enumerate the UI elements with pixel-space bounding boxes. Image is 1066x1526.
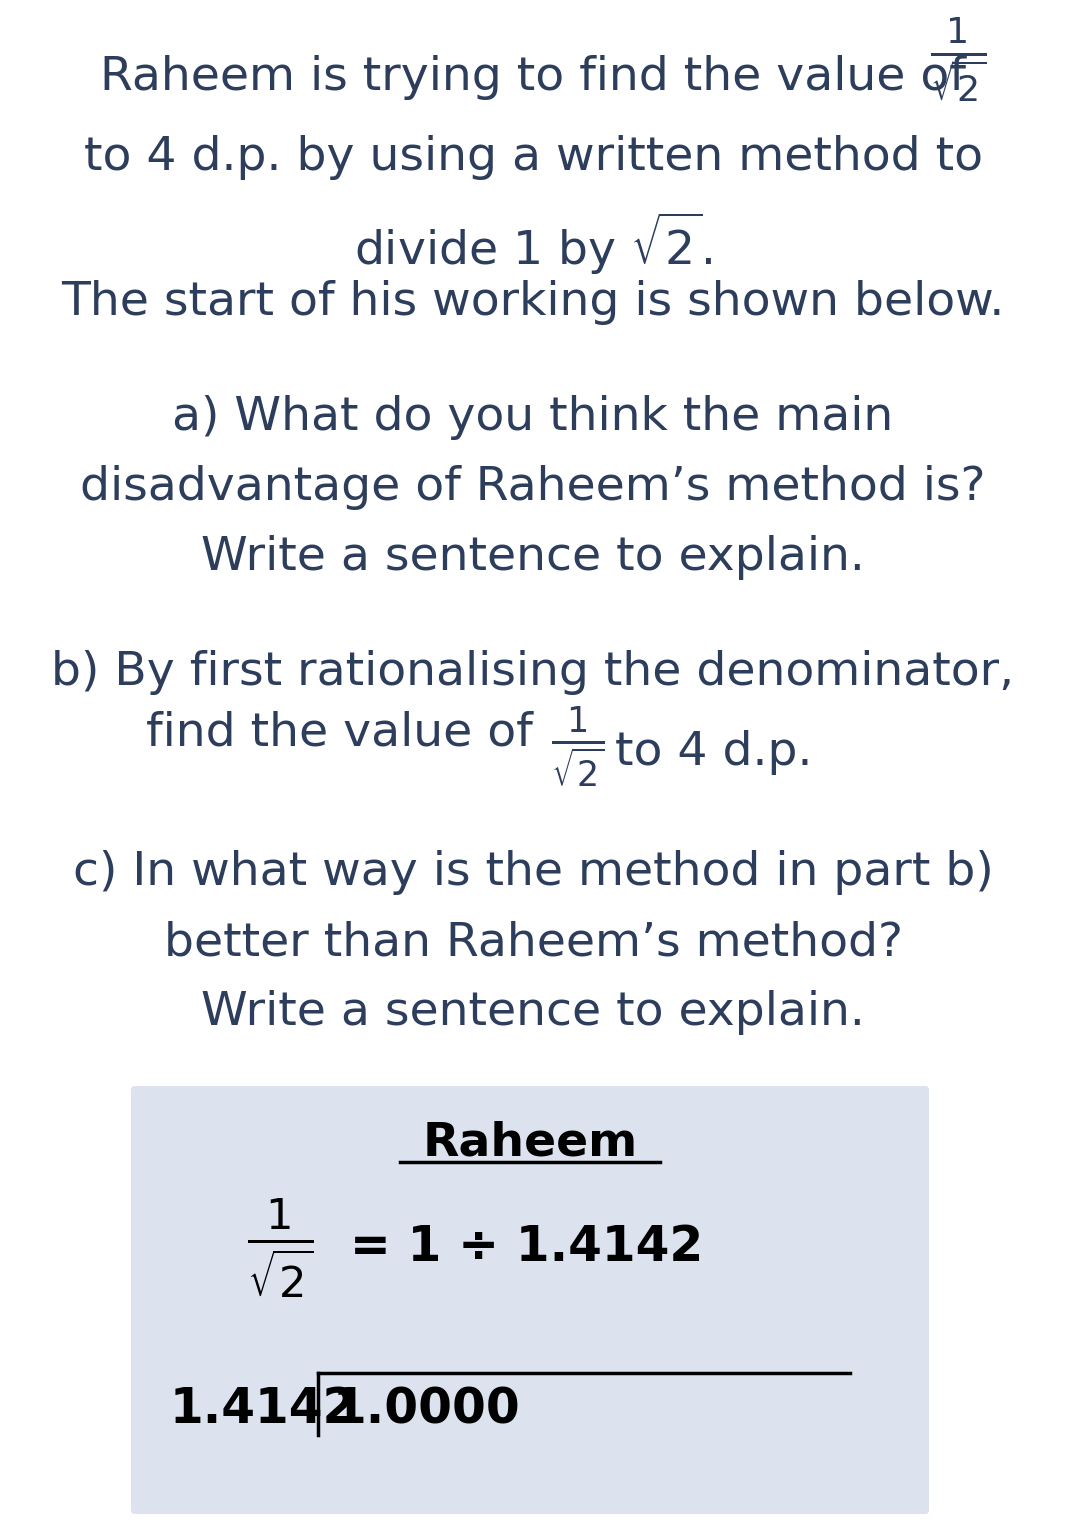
FancyBboxPatch shape xyxy=(131,1087,928,1514)
Text: divide 1 by $\sqrt{2}$.: divide 1 by $\sqrt{2}$. xyxy=(354,211,712,276)
Text: 1.4142: 1.4142 xyxy=(169,1386,357,1433)
Text: disadvantage of Raheem’s method is?: disadvantage of Raheem’s method is? xyxy=(80,465,986,510)
Text: a) What do you think the main: a) What do you think the main xyxy=(173,395,893,439)
Text: to 4 d.p. by using a written method to: to 4 d.p. by using a written method to xyxy=(83,134,983,180)
Text: 1.0000: 1.0000 xyxy=(333,1386,521,1433)
Text: to 4 d.p.: to 4 d.p. xyxy=(615,729,812,775)
Text: Raheem: Raheem xyxy=(422,1120,637,1164)
Text: = 1 ÷ 1.4142: = 1 ÷ 1.4142 xyxy=(350,1222,704,1271)
Text: Write a sentence to explain.: Write a sentence to explain. xyxy=(201,990,865,1035)
Text: The start of his working is shown below.: The start of his working is shown below. xyxy=(62,279,1004,325)
Text: find the value of: find the value of xyxy=(146,710,533,755)
Text: Raheem is trying to find the value of: Raheem is trying to find the value of xyxy=(100,55,966,101)
Text: $\frac{1}{\sqrt{2}}$: $\frac{1}{\sqrt{2}}$ xyxy=(247,1195,313,1300)
Text: $\frac{1}{\sqrt{2}}$: $\frac{1}{\sqrt{2}}$ xyxy=(551,705,604,790)
Text: c) In what way is the method in part b): c) In what way is the method in part b) xyxy=(72,850,994,896)
Text: b) By first rationalising the denominator,: b) By first rationalising the denominato… xyxy=(51,650,1015,694)
Text: better than Raheem’s method?: better than Raheem’s method? xyxy=(163,920,903,964)
Text: Write a sentence to explain.: Write a sentence to explain. xyxy=(201,536,865,580)
Text: $\frac{1}{\sqrt{2}}$: $\frac{1}{\sqrt{2}}$ xyxy=(930,15,986,104)
